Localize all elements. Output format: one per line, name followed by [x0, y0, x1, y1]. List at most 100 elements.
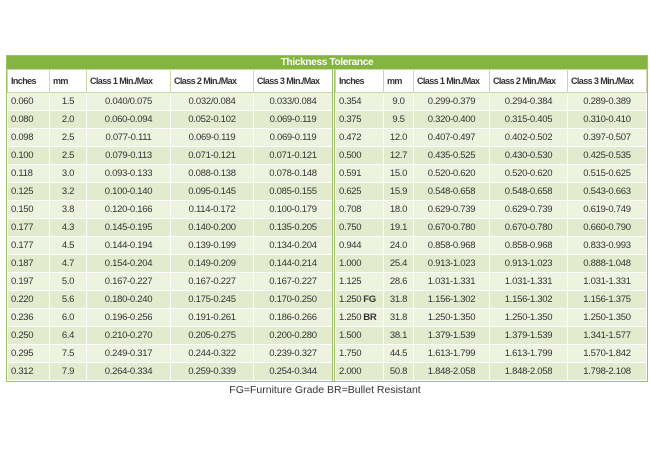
- data-row: 0.750 19.1 0.670-0.780 0.670-0.780 0.660-0.7…: [335, 218, 647, 237]
- cell-text: 0.069-0.119: [269, 132, 317, 143]
- cell-text: 0.100-0.179: [269, 204, 317, 215]
- cell-text: 1.848-2.058: [504, 366, 553, 377]
- cell-text: 0.629-0.739: [504, 204, 553, 215]
- data-row: 1.750 44.5 1.613-1.799 1.613-1.799 1.570-1.8…: [335, 344, 647, 363]
- cell: 1.848-2.058: [489, 362, 568, 381]
- cell-text: 0.289-0.389: [583, 96, 631, 107]
- column-header: Class 2 Min./Max: [170, 69, 254, 93]
- cell: 0.144-0.194: [86, 236, 171, 255]
- cell-text: 0.294-0.384: [504, 96, 553, 107]
- cell: 0.069-0.119: [253, 110, 334, 129]
- cell-text: 1.379-1.539: [504, 330, 553, 341]
- cell-text: 1.156-1.375: [583, 294, 631, 305]
- data-row: 0.312 7.9 0.264-0.334 0.259-0.339 0.254-0.34…: [7, 362, 334, 381]
- cell: 6.4: [49, 326, 87, 345]
- cell-text: 0.548-0.658: [504, 186, 553, 197]
- cell-text: 0.060-0.094: [104, 114, 153, 125]
- cell: 15.9: [383, 182, 414, 201]
- cell: 0.625: [335, 182, 384, 201]
- cell-text: 0.520-0.620: [427, 168, 476, 179]
- cell: 0.191-0.261: [170, 308, 254, 327]
- cell-text: 1.250-1.350: [504, 312, 553, 323]
- cell: 0.196-0.256: [86, 308, 171, 327]
- cell: 24.0: [383, 236, 414, 255]
- data-row: 0.150 3.8 0.120-0.166 0.114-0.172 0.100-0.17…: [7, 200, 334, 219]
- cell: 1.250-1.350: [489, 308, 568, 327]
- cell-text: 0.244-0.322: [188, 348, 236, 359]
- data-row: 0.125 3.2 0.100-0.140 0.095-0.145 0.085-0.15…: [7, 182, 334, 201]
- cell: 0.078-0.148: [253, 164, 334, 183]
- cell: 5.0: [49, 272, 87, 291]
- cell: 0.619-0.749: [567, 200, 647, 219]
- header-row: Inches mm Class 1 Min./Max Class 2 Min./Max…: [7, 69, 334, 93]
- cell-text: 0.354: [339, 96, 362, 107]
- cell: 1.031-1.331: [413, 272, 490, 291]
- cell-text: 1.031-1.331: [427, 276, 476, 287]
- cell-text: 0.085-0.155: [269, 186, 317, 197]
- table-body: 0.354 9.0 0.299-0.379 0.294-0.384 0.289-0.38…: [335, 92, 647, 381]
- cell: 0.120-0.166: [86, 200, 171, 219]
- cell-text: 0.145-0.195: [104, 222, 153, 233]
- cell: 0.435-0.525: [413, 146, 490, 165]
- data-row: 0.591 15.0 0.520-0.620 0.520-0.620 0.515-0.6…: [335, 164, 647, 183]
- cell-text: 0.069-0.119: [188, 132, 236, 143]
- cell: 1.750: [335, 344, 384, 363]
- cell: 0.548-0.658: [413, 182, 490, 201]
- data-row: 1.500 38.1 1.379-1.539 1.379-1.539 1.341-1.5…: [335, 326, 647, 345]
- cell-text: 0.080: [11, 114, 34, 125]
- cell-text: 4.3: [61, 222, 75, 233]
- cell: 1.250 FG: [335, 290, 384, 309]
- cell: 0.472: [335, 128, 384, 147]
- data-row: 0.625 15.9 0.548-0.658 0.548-0.658 0.543-0.6…: [335, 182, 647, 201]
- cell: 0.289-0.389: [567, 92, 647, 111]
- cell-text: 0.149-0.209: [188, 258, 236, 269]
- cell: 1.341-1.577: [567, 326, 647, 345]
- column-header: mm: [383, 69, 414, 93]
- cell: 28.6: [383, 272, 414, 291]
- cell: 0.154-0.204: [86, 254, 171, 273]
- cell-text: 44.5: [389, 348, 408, 359]
- cell: 3.8: [49, 200, 87, 219]
- cell-text: 19.1: [389, 222, 408, 233]
- data-row: 2.000 50.8 1.848-2.058 1.848-2.058 1.798-2.1…: [335, 362, 647, 381]
- cell-text: 1.5: [61, 96, 75, 107]
- cell-text: 12.7: [389, 150, 408, 161]
- cell: 19.1: [383, 218, 414, 237]
- cell-text: 0.170-0.250: [269, 294, 317, 305]
- cell: 1.250-1.350: [567, 308, 647, 327]
- cell-text: 0.254-0.344: [269, 366, 317, 377]
- data-row: 0.236 6.0 0.196-0.256 0.191-0.261 0.186-0.26…: [7, 308, 334, 327]
- cell-text: 2.5: [61, 150, 75, 161]
- cell-text: 1.500: [339, 330, 362, 341]
- cell-text: 1.750: [339, 348, 362, 359]
- cell: 0.139-0.199: [170, 236, 254, 255]
- cell: 50.8: [383, 362, 414, 381]
- cell-text: 0.187: [11, 258, 34, 269]
- cell-text: 38.1: [389, 330, 408, 341]
- table-head: Inches mm Class 1 Min./Max Class 2 Min./Max…: [7, 69, 334, 93]
- cell: 0.114-0.172: [170, 200, 254, 219]
- cell: 0.200-0.280: [253, 326, 334, 345]
- cell-text: 0.430-0.530: [504, 150, 553, 161]
- cell-text: 1.613-1.799: [504, 348, 553, 359]
- cell: 0.167-0.227: [170, 272, 254, 291]
- cell: 12.7: [383, 146, 414, 165]
- cell-text: 0.591: [339, 168, 362, 179]
- cell: 0.100-0.140: [86, 182, 171, 201]
- cell-text: 0.515-0.625: [583, 168, 631, 179]
- cell-text: 6.0: [61, 312, 75, 323]
- cell-text: 0.071-0.121: [188, 150, 236, 161]
- cell: 0.833-0.993: [567, 236, 647, 255]
- cell: 0.259-0.339: [170, 362, 254, 381]
- cell-text: 12.0: [389, 132, 408, 143]
- cell-text: 0.197: [11, 276, 34, 287]
- cell: 0.167-0.227: [253, 272, 334, 291]
- cell-text: 1.031-1.331: [583, 276, 631, 287]
- cell: 0.239-0.327: [253, 344, 334, 363]
- cell: 1.613-1.799: [489, 344, 568, 363]
- cell-text: 0.114-0.172: [188, 204, 236, 215]
- cell: 0.236: [7, 308, 50, 327]
- cell: 0.220: [7, 290, 50, 309]
- column-header: Class 1 Min./Max: [86, 69, 171, 93]
- cell-text: 0.100-0.140: [104, 186, 153, 197]
